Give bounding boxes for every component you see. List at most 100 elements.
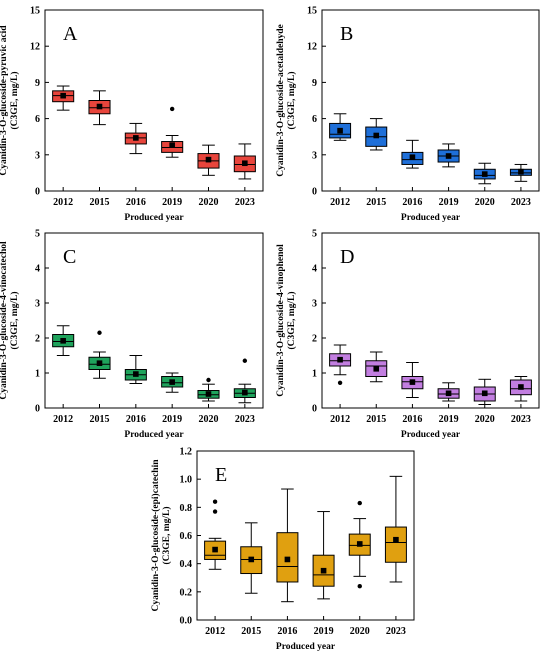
- box-2012: [52, 325, 75, 356]
- x-tick-label: 2023: [511, 197, 531, 208]
- y-tick-label: 3: [35, 299, 40, 310]
- box-2020: [473, 378, 496, 405]
- y-tick-label: 1: [35, 369, 40, 380]
- y-tick-label: 6: [35, 114, 40, 125]
- panel-letter: C: [63, 246, 76, 268]
- y-tick-label: 0.0: [180, 616, 193, 627]
- box-mean-marker: [518, 168, 524, 175]
- box-2023: [509, 163, 532, 182]
- box-outlier: [212, 509, 218, 514]
- panel-a: 0 3 6 9 12 15 2012 2015 2016 2019 2020 2023 Produced…: [0, 6, 264, 223]
- box-2019: [312, 511, 335, 600]
- y-tick-label: 0: [35, 187, 40, 198]
- panel-c: 0 1 2 3 4 5 2012 2015 2016 2019 2020 2023 Produced y…: [0, 229, 264, 440]
- box-2023: [233, 143, 256, 180]
- box-mean-marker: [212, 546, 218, 553]
- box-mean-marker: [284, 556, 291, 563]
- x-tick-label: 2019: [162, 197, 182, 208]
- box-2015: [88, 90, 111, 126]
- box-mean-marker: [518, 384, 524, 390]
- plot-frame: [44, 9, 264, 192]
- box-mean-marker: [445, 153, 452, 159]
- box-mean-marker: [205, 156, 212, 163]
- panel-b: 0 3 6 9 12 15 2012 2015 2016 2019 2020 2023 Produced…: [276, 6, 540, 223]
- y-tick-label: 12: [307, 42, 317, 53]
- box-iqr: [384, 526, 407, 563]
- x-tick-label: 2019: [162, 414, 182, 425]
- box-mean-marker: [133, 371, 139, 377]
- x-tick-label: 2023: [235, 197, 255, 208]
- box-2020: [197, 377, 220, 402]
- box-mean-marker: [96, 360, 103, 366]
- x-tick-label: 2015: [241, 626, 261, 637]
- x-tick-label: 2016: [402, 197, 422, 208]
- box-mean-marker: [445, 390, 452, 397]
- box-outlier: [206, 377, 211, 383]
- y-tick-label: 0: [312, 187, 317, 198]
- box-mean-marker: [169, 379, 175, 385]
- box-mean-marker: [481, 171, 488, 177]
- box-mean-marker: [60, 92, 66, 99]
- box-outlier: [242, 358, 248, 363]
- box-outlier: [212, 499, 218, 504]
- panel-letter: D: [340, 246, 354, 268]
- box-2012: [204, 499, 227, 570]
- x-tick-label: 2020: [199, 414, 219, 425]
- x-tick-label: 2020: [475, 414, 495, 425]
- box-outlier: [357, 500, 362, 506]
- x-tick-label: 2016: [402, 414, 422, 425]
- box-2019: [161, 372, 184, 393]
- box-mean-marker: [242, 389, 248, 396]
- x-tick-label: 2023: [235, 414, 255, 425]
- x-axis-label: Produced year: [401, 213, 461, 223]
- plot-frame: [321, 232, 540, 409]
- box-2016: [276, 488, 299, 603]
- box-2016: [401, 362, 424, 398]
- box-2019: [437, 143, 460, 168]
- box-2015: [365, 118, 388, 151]
- box-mean-marker: [60, 338, 66, 344]
- box-mean-marker: [169, 142, 175, 148]
- box-mean-marker: [248, 556, 255, 563]
- x-tick-label: 2019: [439, 414, 459, 425]
- x-tick-label: 2012: [330, 414, 350, 425]
- x-tick-label: 2012: [53, 197, 73, 208]
- y-tick-label: 5: [35, 229, 40, 240]
- y-axis-label: Cyanidin-3-O-glucoside-4-vinophenol: [276, 244, 286, 397]
- y-axis-label-units: (C3GE, mg/L): [9, 291, 20, 349]
- box-2016: [124, 122, 147, 155]
- x-tick-label: 2012: [205, 626, 225, 637]
- x-tick-label: 2016: [126, 414, 146, 425]
- box-2019: [437, 382, 460, 402]
- x-tick-label: 2020: [475, 197, 495, 208]
- y-axis-label: Cyanidin-3-O-glucoside-4-vinocatechol: [0, 241, 9, 400]
- y-tick-label: 5: [312, 229, 317, 240]
- box-outlier: [97, 330, 102, 335]
- y-tick-label: 9: [35, 78, 40, 89]
- panel-letter: E: [215, 464, 227, 486]
- panel-d: 0 1 2 3 4 5 2012 2015 2016 2019 2020 2023 Produced y…: [276, 229, 540, 440]
- y-axis-label-units: (C3GE, mg/L): [286, 291, 297, 349]
- box-mean-marker: [133, 135, 139, 141]
- y-tick-label: 15: [30, 6, 40, 17]
- box-mean-marker: [320, 567, 327, 574]
- x-tick-label: 2015: [90, 197, 110, 208]
- panel-letter: B: [340, 23, 353, 45]
- y-axis-label: Cyanidin-3-O-glucoside-pyruvic acid: [0, 25, 9, 176]
- box-2015: [365, 351, 388, 383]
- x-tick-label: 2016: [126, 197, 146, 208]
- y-tick-label: 3: [312, 150, 317, 161]
- panel-e: 0.0 0.2 0.4 0.6 0.8 1.0 1.2 2012 2015 2016 2019 202…: [150, 447, 415, 652]
- box-2020: [348, 500, 371, 589]
- y-tick-label: 0: [35, 404, 40, 415]
- y-tick-label: 9: [312, 78, 317, 89]
- y-tick-label: 0.4: [180, 559, 193, 570]
- x-tick-label: 2023: [386, 626, 406, 637]
- plot-frame: [44, 232, 264, 409]
- x-tick-label: 2012: [53, 414, 73, 425]
- box-mean-marker: [337, 356, 343, 363]
- y-tick-label: 15: [307, 6, 317, 17]
- box-2012: [52, 85, 75, 111]
- y-tick-label: 3: [35, 150, 40, 161]
